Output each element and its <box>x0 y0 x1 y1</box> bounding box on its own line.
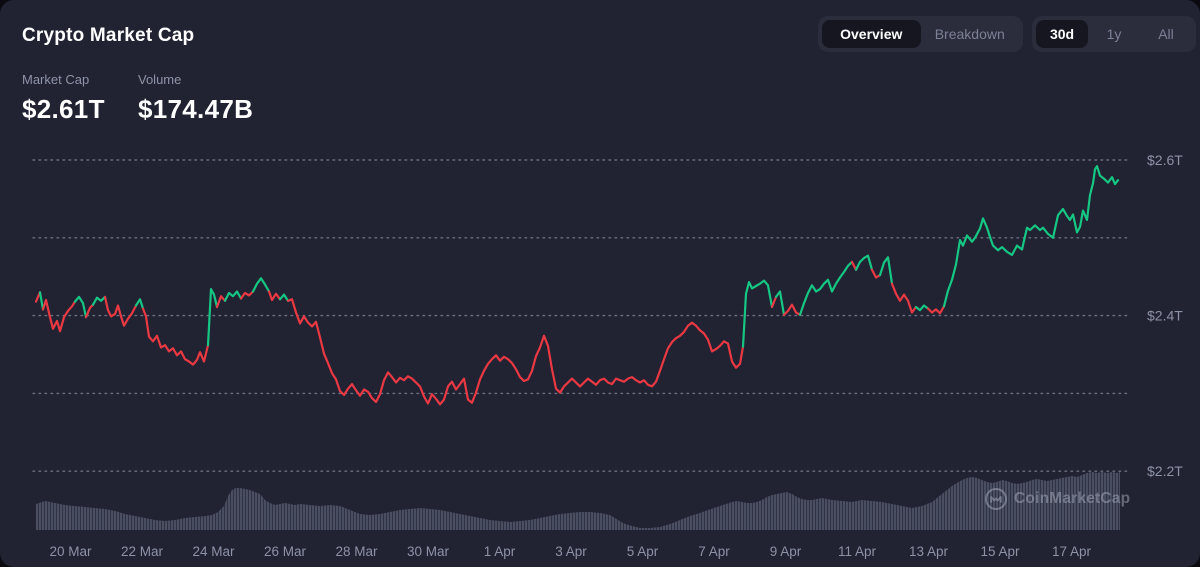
market-cap-line-segment <box>141 307 210 366</box>
stat-volume: Volume $174.47B <box>138 72 253 125</box>
market-cap-line-segment <box>73 295 88 319</box>
x-tick-label: 7 Apr <box>698 544 730 559</box>
gridlines <box>32 159 1129 472</box>
market-cap-line-segment <box>890 282 918 314</box>
market-cap-line-segment <box>215 295 227 309</box>
market-cap-line-segment <box>774 290 786 316</box>
market-cap-line-segment <box>770 295 778 309</box>
market-cap-line-segment <box>278 293 290 302</box>
market-cap-line-segment <box>239 290 255 300</box>
range-toggle-group: 30d 1y All <box>1032 16 1196 52</box>
x-tick-label: 11 Apr <box>838 544 877 559</box>
x-tick-label: 15 Apr <box>980 544 1020 559</box>
x-tick-label: 24 Mar <box>192 544 235 559</box>
stat-market-cap-label: Market Cap <box>22 72 90 87</box>
market-cap-line-segment <box>914 304 930 312</box>
market-cap-line-segment <box>251 277 271 293</box>
range-30d[interactable]: 30d <box>1036 20 1088 48</box>
x-tick-label: 13 Apr <box>909 544 949 559</box>
tab-overview[interactable]: Overview <box>822 20 921 48</box>
view-toggle-group: Overview Breakdown <box>818 16 1023 52</box>
x-tick-label: 20 Mar <box>49 544 92 559</box>
range-all[interactable]: All <box>1140 20 1192 48</box>
y-tick-label: $2.6T <box>1147 152 1183 168</box>
market-cap-line-segment <box>942 165 1120 308</box>
market-cap-line-segment <box>267 290 282 302</box>
page-title: Crypto Market Cap <box>22 25 195 46</box>
market-cap-line-segment <box>91 295 107 306</box>
market-cap-line-segment <box>103 295 138 327</box>
market-cap-line-segment <box>850 260 858 271</box>
x-tick-label: 30 Mar <box>407 544 450 559</box>
x-tick-label: 22 Mar <box>121 544 164 559</box>
market-cap-line-segment <box>870 268 882 279</box>
stat-market-cap-value: $2.61T <box>22 94 105 124</box>
y-tick-label: $2.4T <box>1147 308 1183 324</box>
market-cap-line-segment <box>134 298 145 310</box>
stat-volume-label: Volume <box>138 72 182 87</box>
market-cap-line-segment <box>878 256 894 285</box>
x-tick-label: 3 Apr <box>555 544 587 559</box>
x-tick-label: 1 Apr <box>484 544 516 559</box>
market-cap-line-segment <box>854 254 874 271</box>
market-cap-line-segment <box>926 305 946 315</box>
market-cap-line-segment <box>38 291 45 311</box>
x-tick-label: 28 Mar <box>335 544 378 559</box>
market-cap-line-segment <box>206 288 219 347</box>
market-cap-line-segment <box>798 260 854 316</box>
market-cap-line-segment <box>223 290 243 302</box>
stat-market-cap: Market Cap $2.61T <box>22 72 105 125</box>
market-cap-line-segment <box>84 303 95 319</box>
tab-breakdown[interactable]: Breakdown <box>921 20 1020 48</box>
x-tick-label: 17 Apr <box>1052 544 1092 559</box>
volume-area-bars <box>36 472 1120 530</box>
volume-area <box>36 472 1120 530</box>
axis-labels: $2.6T $2.4T $2.2T 20 Mar 22 Mar 24 Mar 26 Mar 2… <box>49 152 1183 559</box>
x-tick-label: 5 Apr <box>627 544 659 559</box>
range-1y[interactable]: 1y <box>1088 20 1140 48</box>
market-cap-line-segment <box>41 298 77 333</box>
x-tick-label: 9 Apr <box>770 544 802 559</box>
market-cap-line <box>34 165 1120 406</box>
x-tick-label: 26 Mar <box>264 544 307 559</box>
market-cap-line-segment <box>741 279 774 348</box>
stat-volume-value: $174.47B <box>138 94 254 124</box>
market-cap-line-segment <box>782 303 802 316</box>
market-cap-line-segment <box>286 298 745 406</box>
y-tick-label: $2.2T <box>1147 463 1183 479</box>
